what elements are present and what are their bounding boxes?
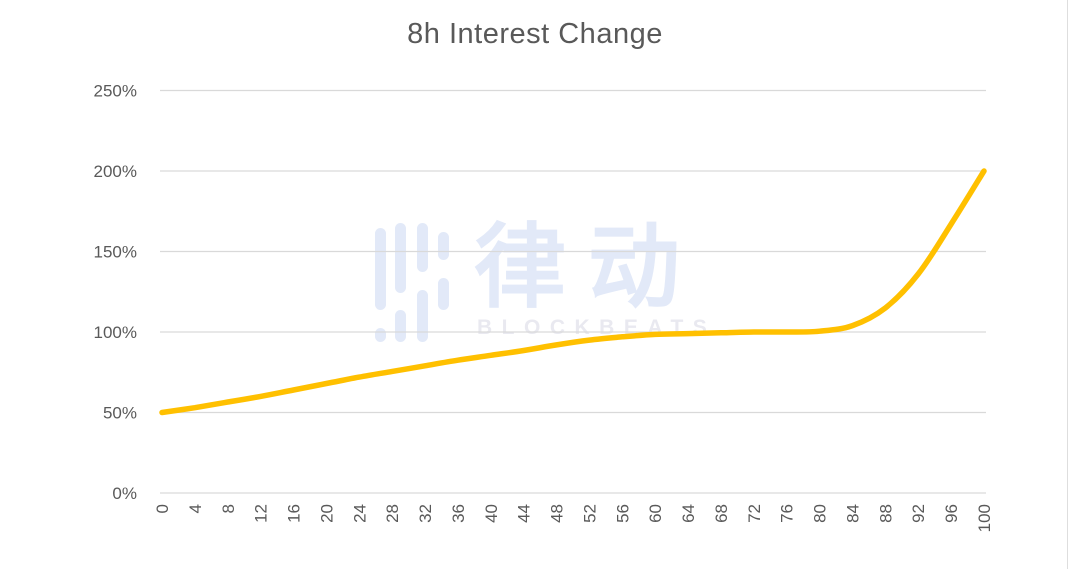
svg-text:68: 68 <box>712 504 731 523</box>
svg-text:8: 8 <box>219 504 238 513</box>
svg-text:0: 0 <box>153 504 172 513</box>
svg-text:100%: 100% <box>94 323 137 342</box>
svg-text:84: 84 <box>844 504 863 523</box>
svg-text:60: 60 <box>646 504 665 523</box>
svg-text:80: 80 <box>811 504 830 523</box>
svg-text:16: 16 <box>285 504 304 523</box>
svg-text:44: 44 <box>515 504 534 523</box>
svg-text:88: 88 <box>876 504 895 523</box>
chart-title: 8h Interest Change <box>407 18 663 50</box>
svg-text:36: 36 <box>449 504 468 523</box>
svg-text:64: 64 <box>679 504 698 523</box>
svg-text:20: 20 <box>317 504 336 523</box>
svg-text:0%: 0% <box>112 484 137 503</box>
svg-text:56: 56 <box>613 504 632 523</box>
svg-text:28: 28 <box>383 504 402 523</box>
svg-text:96: 96 <box>942 504 961 523</box>
svg-text:50%: 50% <box>103 404 137 423</box>
svg-text:40: 40 <box>482 504 501 523</box>
svg-text:48: 48 <box>548 504 567 523</box>
svg-text:76: 76 <box>778 504 797 523</box>
svg-text:4: 4 <box>186 504 205 513</box>
right-edge-divider <box>1067 0 1068 569</box>
svg-text:100: 100 <box>975 504 994 532</box>
svg-text:32: 32 <box>416 504 435 523</box>
svg-text:150%: 150% <box>94 243 137 262</box>
svg-text:92: 92 <box>909 504 928 523</box>
svg-text:52: 52 <box>580 504 599 523</box>
svg-text:24: 24 <box>350 504 369 523</box>
svg-text:72: 72 <box>745 504 764 523</box>
svg-text:200%: 200% <box>94 162 137 181</box>
svg-text:12: 12 <box>252 504 271 523</box>
svg-text:250%: 250% <box>94 82 137 101</box>
